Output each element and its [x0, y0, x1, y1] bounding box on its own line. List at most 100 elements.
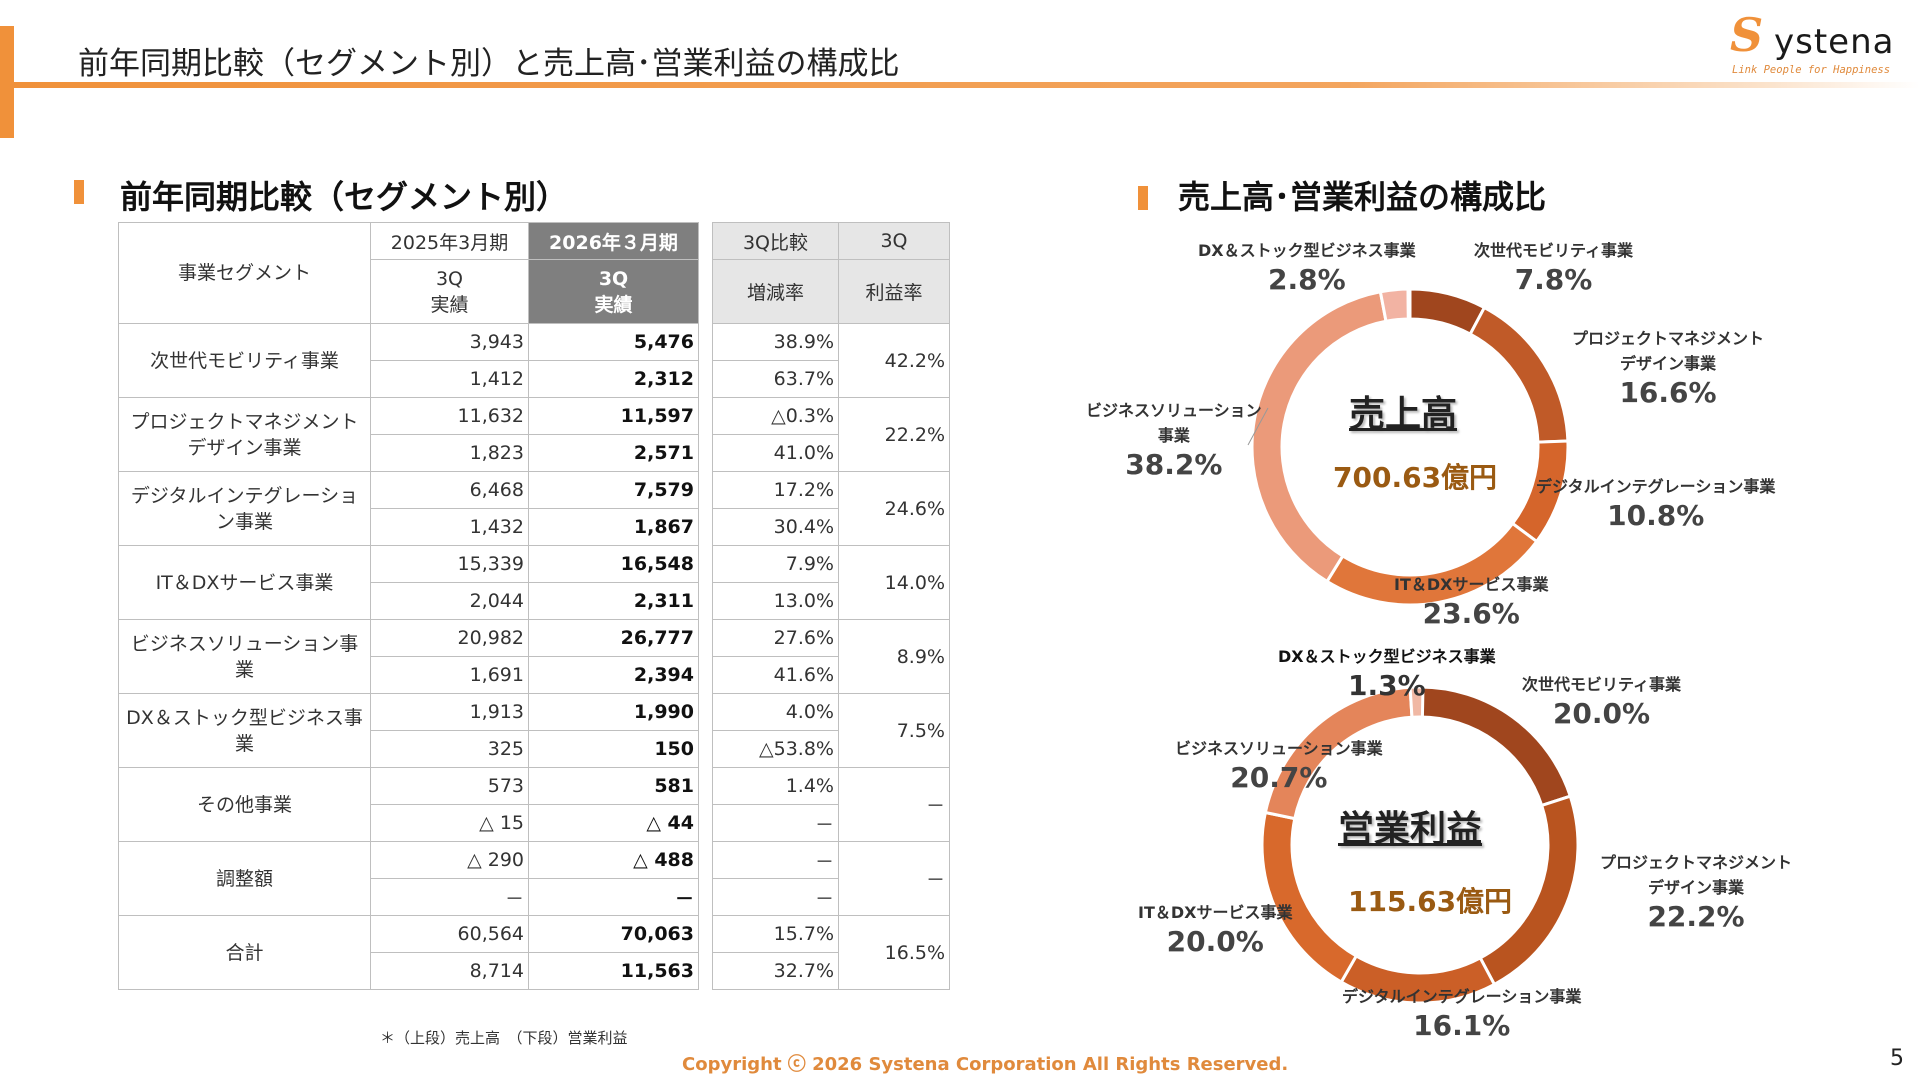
- leader-line: [1247, 407, 1269, 446]
- prev-value: 11,632: [370, 397, 529, 435]
- table-row: 8,714 11,563 32.7%: [119, 952, 950, 990]
- logo-s-mark: S: [1730, 8, 1764, 62]
- sales-label-dx-stock: DX＆ストック型ビジネス事業 2.8%: [1198, 241, 1416, 296]
- segment-name: 次世代モビリティ事業: [118, 323, 371, 398]
- margin-header: 利益率: [838, 259, 950, 324]
- sales-donut: [1250, 287, 1570, 607]
- cur-value: △ 488: [528, 841, 699, 879]
- cur-value: 11,597: [528, 397, 699, 435]
- profit-margin: 8.9%: [838, 619, 950, 694]
- comparison-header: 3Q比較: [712, 221, 839, 261]
- prev-value: 2,044: [370, 582, 529, 620]
- column-gap: [698, 767, 713, 842]
- cur-sub-header: 3Q 実績: [528, 259, 699, 324]
- column-gap: [698, 619, 713, 694]
- segment-name: ビジネスソリューション事業: [118, 619, 371, 694]
- profit-slice-6: [1408, 685, 1425, 719]
- sales-label-digital-integration: デジタルインテグレーション事業 10.8%: [1536, 477, 1776, 532]
- column-gap: [698, 841, 713, 916]
- section-title-left: 前年同期比較（セグメント別）: [120, 178, 569, 216]
- table-row: 合計 60,564 70,063 15.7% 16.5%: [118, 915, 950, 990]
- sales-label-it-dx: IT＆DXサービス事業 23.6%: [1394, 575, 1549, 630]
- systena-logo: S ystena Link People for Happiness: [1730, 8, 1910, 80]
- segment-name: その他事業: [118, 767, 371, 842]
- profit-margin: 16.5%: [838, 915, 950, 990]
- change-rate: △0.3%: [712, 397, 839, 435]
- cur-value: △ 44: [528, 804, 699, 842]
- table-row: －－－: [119, 878, 950, 916]
- table-row: 調整額 △ 290 △ 488 －－: [118, 841, 950, 916]
- cur-value: 150: [528, 730, 699, 768]
- segment-name: DX＆ストック型ビジネス事業: [118, 693, 371, 768]
- title-underline: [14, 82, 1920, 88]
- cur-value: －: [528, 878, 699, 916]
- table-row: デジタルインテグレーション事業 6,468 7,579 17.2% 24.6%: [118, 471, 950, 546]
- cur-value: 11,563: [528, 952, 699, 990]
- section-marker-right: [1138, 186, 1148, 210]
- sales-center-title: 売上高: [1349, 394, 1458, 435]
- change-rate: 17.2%: [712, 471, 839, 509]
- logo-tagline: Link People for Happiness: [1732, 64, 1891, 76]
- change-rate: 15.7%: [712, 915, 839, 953]
- cur-value: 2,394: [528, 656, 699, 694]
- change-rate: △53.8%: [712, 730, 839, 768]
- table-row: 2,044 2,311 13.0%: [119, 582, 950, 620]
- change-rate: 1.4%: [712, 767, 839, 805]
- column-gap: [698, 915, 713, 990]
- column-gap: [698, 545, 713, 620]
- column-gap: [698, 693, 713, 768]
- cur-value: 2,311: [528, 582, 699, 620]
- prev-sub-header: 3Q 実績: [370, 259, 529, 324]
- column-gap: [698, 222, 713, 324]
- profit-label-business-solution: ビジネスソリューション事業 20.7%: [1175, 739, 1383, 794]
- prev-value: 3,943: [370, 323, 529, 361]
- accent-bar: [0, 26, 14, 138]
- page-number: 5: [1890, 1046, 1904, 1071]
- change-rate: 7.9%: [712, 545, 839, 583]
- change-rate: 63.7%: [712, 360, 839, 398]
- prev-value: 1,823: [370, 434, 529, 472]
- table-row: その他事業 573 581 1.4% －: [118, 767, 950, 842]
- profit-margin: 14.0%: [838, 545, 950, 620]
- profit-donut: [1260, 685, 1580, 1005]
- sales-slice-remainder: [1406, 287, 1412, 321]
- change-rate: －: [712, 878, 839, 916]
- profit-center-title: 営業利益: [1338, 809, 1483, 850]
- segment-name: 合計: [118, 915, 371, 990]
- sales-label-pm-design: プロジェクトマネジメント デザイン事業 16.6%: [1572, 329, 1765, 409]
- prev-value: 60,564: [370, 915, 529, 953]
- logo-wordmark: ystena: [1774, 22, 1895, 62]
- prev-value: 15,339: [370, 545, 529, 583]
- change-rate: 32.7%: [712, 952, 839, 990]
- table-row: 325 150 △53.8%: [119, 730, 950, 768]
- column-gap: [698, 397, 713, 472]
- table-row: DX＆ストック型ビジネス事業 1,913 1,990 4.0% 7.5%: [118, 693, 950, 768]
- table-row: 1,823 2,571 41.0%: [119, 434, 950, 472]
- table-row: ビジネスソリューション事業 20,982 26,777 27.6% 8.9%: [118, 619, 950, 694]
- prev-value: 325: [370, 730, 529, 768]
- column-gap: [698, 323, 713, 398]
- table-row: △ 15 △ 44 －: [119, 804, 950, 842]
- copyright-text: Copyright ⓒ 2026 Systena Corporation All…: [682, 1054, 1289, 1075]
- cur-period-header: 2026年３月期: [528, 221, 699, 261]
- change-rate: 41.6%: [712, 656, 839, 694]
- sales-label-mobility: 次世代モビリティ事業 7.8%: [1474, 241, 1634, 296]
- q3-header: 3Q: [838, 221, 950, 261]
- prev-period-header: 2025年3月期: [370, 221, 529, 261]
- cur-value: 16,548: [528, 545, 699, 583]
- segment-comparison-table: 事業セグメント 2025年3月期 2026年３月期 3Q比較 3Q 3Q 実績 …: [118, 221, 950, 990]
- cur-value: 26,777: [528, 619, 699, 657]
- profit-margin: －: [838, 767, 950, 842]
- change-rate: 27.6%: [712, 619, 839, 657]
- change-rate: －: [712, 841, 839, 879]
- change-rate: 41.0%: [712, 434, 839, 472]
- sales-label-business-solution: ビジネスソリューション 事業 38.2%: [1086, 401, 1262, 481]
- prev-value: 20,982: [370, 619, 529, 657]
- prev-value: 1,432: [370, 508, 529, 546]
- section-marker-left: [74, 180, 84, 204]
- cur-value: 7,579: [528, 471, 699, 509]
- prev-value: △ 290: [370, 841, 529, 879]
- sales-slice-2: [1468, 305, 1570, 444]
- profit-label-digital-integration: デジタルインテグレーション事業 16.1%: [1342, 987, 1582, 1042]
